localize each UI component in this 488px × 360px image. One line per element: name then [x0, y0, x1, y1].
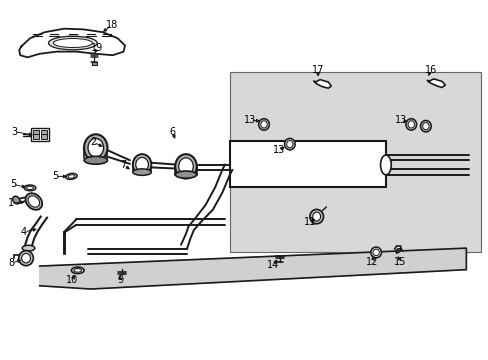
Ellipse shape [84, 134, 107, 161]
Ellipse shape [175, 154, 196, 179]
Ellipse shape [133, 154, 151, 175]
Polygon shape [19, 29, 125, 57]
Ellipse shape [28, 196, 40, 207]
Ellipse shape [422, 123, 428, 130]
Text: 13: 13 [244, 115, 256, 125]
Ellipse shape [260, 121, 266, 128]
Bar [33, 130, 39, 134]
Ellipse shape [312, 212, 320, 221]
Ellipse shape [26, 186, 33, 189]
Text: 13: 13 [272, 145, 284, 155]
Ellipse shape [136, 157, 148, 172]
Polygon shape [427, 79, 445, 87]
Ellipse shape [372, 249, 379, 256]
Ellipse shape [284, 138, 295, 150]
Bar [92, 62, 97, 65]
Ellipse shape [88, 138, 103, 157]
Text: 14: 14 [266, 260, 278, 270]
Ellipse shape [13, 196, 20, 204]
Ellipse shape [71, 267, 84, 274]
Text: 16: 16 [424, 64, 436, 75]
Text: 10: 10 [66, 275, 79, 285]
Ellipse shape [286, 140, 292, 148]
Text: 19: 19 [91, 43, 103, 53]
Ellipse shape [25, 193, 42, 210]
Bar [229, 140, 385, 187]
Text: 7: 7 [120, 160, 126, 170]
Ellipse shape [74, 269, 81, 272]
Bar [33, 134, 39, 139]
Ellipse shape [405, 119, 416, 130]
Bar [41, 134, 47, 139]
Ellipse shape [24, 185, 36, 191]
Bar [31, 128, 49, 140]
Ellipse shape [65, 174, 77, 179]
Text: 5: 5 [52, 171, 58, 181]
Text: 11: 11 [304, 217, 316, 227]
Ellipse shape [48, 36, 97, 50]
Text: 18: 18 [105, 20, 118, 30]
Ellipse shape [380, 155, 390, 175]
Ellipse shape [175, 171, 196, 178]
Ellipse shape [133, 169, 151, 175]
Bar [41, 130, 47, 134]
Polygon shape [40, 248, 466, 289]
Text: 3: 3 [11, 127, 18, 136]
Ellipse shape [370, 247, 381, 258]
Ellipse shape [309, 210, 323, 224]
Bar [229, 72, 480, 252]
Text: 5: 5 [10, 179, 16, 189]
Ellipse shape [22, 245, 35, 251]
Text: 17: 17 [311, 64, 323, 75]
Text: 8: 8 [8, 258, 15, 268]
Ellipse shape [407, 121, 414, 128]
Ellipse shape [68, 175, 75, 178]
Text: 2: 2 [90, 138, 96, 147]
Ellipse shape [21, 253, 30, 263]
Text: 15: 15 [393, 257, 406, 267]
Text: 6: 6 [169, 127, 175, 136]
Ellipse shape [84, 156, 107, 164]
Ellipse shape [420, 121, 430, 132]
Text: 1: 1 [8, 198, 15, 208]
Ellipse shape [53, 39, 92, 48]
Polygon shape [313, 80, 330, 88]
Text: 12: 12 [366, 257, 378, 267]
Ellipse shape [19, 251, 33, 266]
Text: 4: 4 [21, 227, 27, 237]
Ellipse shape [258, 119, 269, 130]
Ellipse shape [178, 158, 193, 175]
Text: 13: 13 [395, 115, 407, 125]
Text: 9: 9 [117, 275, 123, 285]
